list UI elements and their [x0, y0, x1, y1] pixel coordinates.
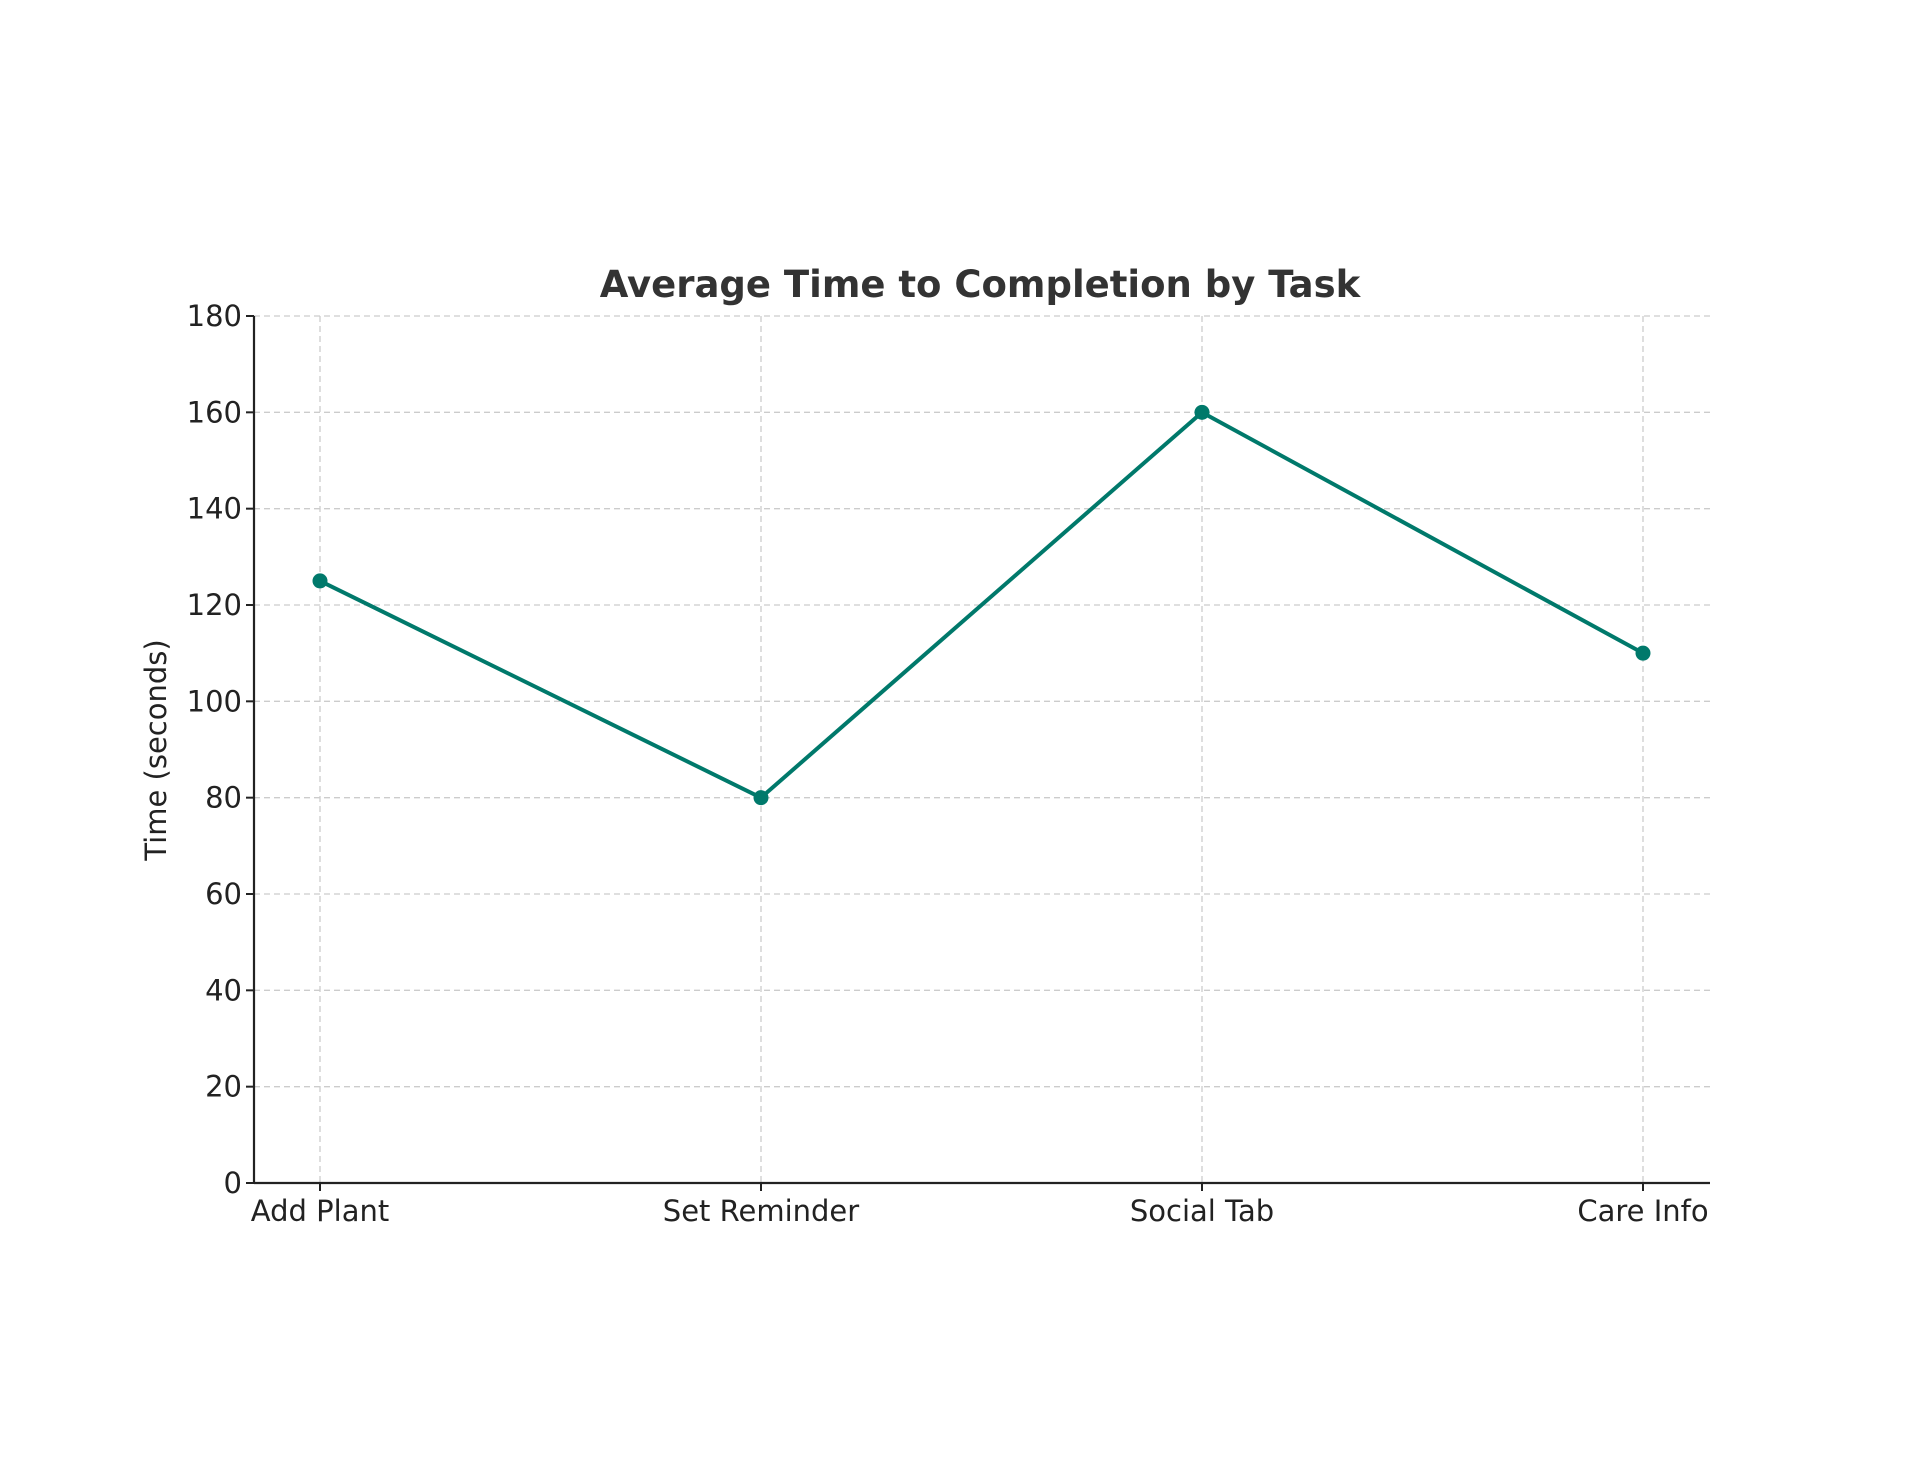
y-tick-label: 0	[224, 1166, 242, 1200]
y-tick-label: 80	[205, 781, 242, 815]
y-tick-label: 160	[187, 395, 242, 429]
ticks: 0 20 40 60 80 100 120 140 160 180 Add Plant Set Rem…	[187, 299, 1709, 1228]
data-point	[1635, 645, 1651, 661]
data-point	[1194, 404, 1210, 420]
y-axis-label: Time (seconds)	[139, 639, 173, 861]
x-tick-label: Care Info	[1577, 1194, 1708, 1228]
y-tick-label: 100	[187, 684, 242, 718]
data-point	[753, 790, 769, 806]
axes	[252, 316, 1710, 1185]
y-tick-label: 20	[205, 1070, 242, 1104]
grid	[254, 315, 1710, 1183]
x-tick-label: Social Tab	[1130, 1194, 1274, 1228]
y-tick-label: 60	[205, 877, 242, 911]
chart-title: Average Time to Completion by Task	[600, 263, 1362, 306]
x-tick-label: Add Plant	[251, 1194, 389, 1228]
series	[312, 404, 1651, 806]
y-tick-label: 180	[187, 299, 242, 333]
y-tick-label: 140	[187, 492, 242, 526]
y-tick-label: 40	[205, 973, 242, 1007]
series-line	[318, 410, 1645, 800]
data-point	[312, 573, 328, 589]
x-tick-label: Set Reminder	[663, 1194, 859, 1228]
y-tick-label: 120	[187, 588, 242, 622]
